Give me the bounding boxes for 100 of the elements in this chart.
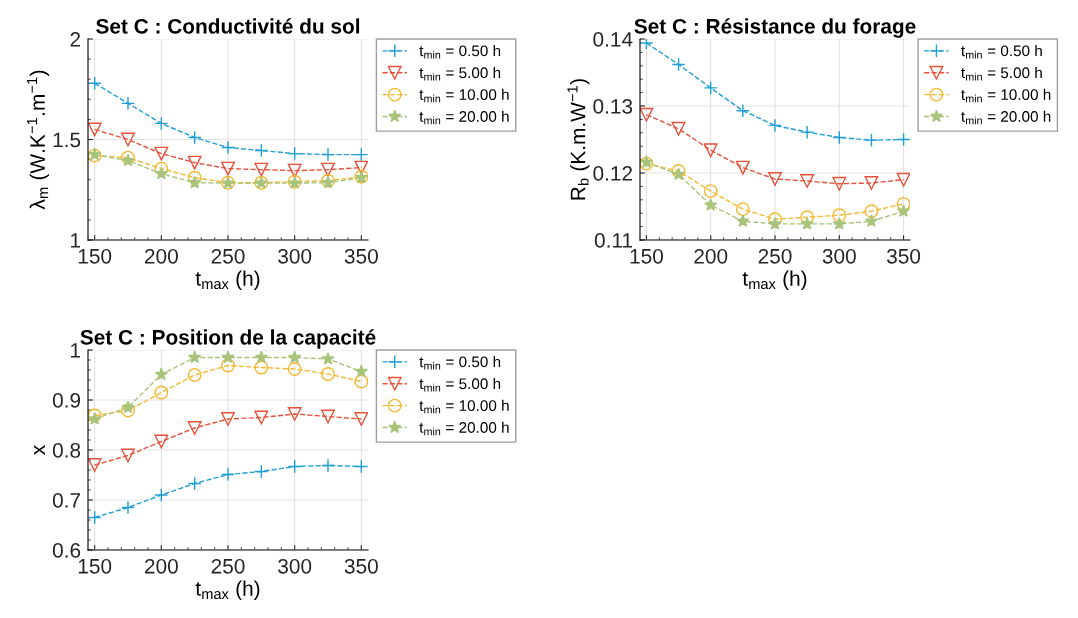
point (354, 147, 368, 162)
point (735, 160, 750, 175)
y-axis-title: λ$_{m}$ (W.K$^{−1}$.m$^{−1}$) (27, 70, 50, 210)
point (154, 488, 169, 502)
point (254, 464, 269, 479)
y-tick-label: 0.9 (52, 393, 81, 408)
legend-label: t$_{min}$ = 0.50 h (961, 45, 1042, 59)
point (221, 467, 235, 482)
x-tick-label: 200 (145, 248, 178, 264)
chart-title: Set C : Conductivité du sol (96, 18, 360, 34)
x-tick-label: 300 (278, 558, 312, 574)
legend-label: t$_{min}$ = 20.00 h (961, 110, 1051, 125)
point (703, 80, 718, 95)
point (154, 367, 168, 381)
point (640, 107, 654, 122)
legend-label: t$_{min}$ = 10.00 h (419, 88, 509, 103)
point (735, 202, 750, 217)
point (768, 216, 782, 230)
point (187, 170, 202, 185)
y-tick-label: 1 (71, 233, 81, 248)
legend-label: t$_{min}$ = 20.00 h (419, 421, 509, 436)
y-tick-label: 0.7 (52, 493, 81, 508)
x-tick-label: 250 (758, 248, 792, 264)
point (321, 367, 335, 381)
point (321, 352, 335, 365)
legend-label: t$_{min}$ = 20.00 h (419, 110, 509, 125)
x-tick-label: 150 (78, 558, 112, 574)
point (768, 172, 782, 186)
point (187, 476, 202, 491)
x-tick-label: 150 (78, 248, 112, 264)
point (254, 360, 269, 375)
point (88, 458, 102, 472)
point (254, 162, 269, 177)
point (640, 39, 654, 50)
point (287, 362, 302, 376)
y-tick-label: 1 (71, 343, 81, 358)
y-tick-label: 2 (70, 32, 81, 47)
point (864, 214, 879, 227)
point (704, 198, 718, 211)
point (187, 155, 202, 170)
point (354, 459, 368, 474)
legend-label: t$_{min}$ = 5.00 h (419, 377, 501, 392)
legend-label: t$_{min}$ = 10.00 h (419, 399, 509, 414)
point (254, 410, 269, 425)
point (864, 204, 879, 219)
chart-title: Set C : Résistance du forage (634, 18, 916, 38)
point (896, 172, 910, 187)
point (321, 162, 335, 177)
point (88, 412, 102, 425)
y-tick-label: 0.12 (593, 166, 633, 181)
point (88, 122, 102, 137)
point (896, 132, 910, 147)
point (121, 403, 135, 418)
point (121, 96, 135, 111)
x-tick-label: 250 (211, 558, 245, 574)
x-axis-title: t$_{max}$ (h) (195, 580, 260, 600)
y-tick-label: 1.5 (53, 132, 81, 148)
x-tick-label: 350 (886, 248, 921, 264)
point (768, 118, 782, 133)
point (703, 184, 718, 199)
point (154, 385, 169, 400)
point (671, 121, 686, 136)
point (154, 146, 169, 161)
point (188, 350, 202, 364)
x-tick-label: 200 (145, 558, 178, 574)
point (154, 116, 169, 131)
point (121, 132, 135, 147)
point (896, 196, 910, 211)
point (287, 459, 302, 474)
point (832, 208, 847, 223)
point (154, 166, 168, 180)
point (88, 76, 102, 91)
x-axis-title: t$_{max}$ (h) (195, 270, 260, 290)
point (832, 216, 846, 230)
point (321, 409, 335, 424)
legend-label: t$_{min}$ = 0.50 h (419, 45, 501, 59)
x-tick-label: 350 (344, 248, 378, 264)
point (221, 140, 235, 155)
legend-label: t$_{min}$ = 10.00 h (961, 88, 1051, 103)
point (800, 125, 815, 140)
point (800, 174, 815, 188)
point (121, 500, 135, 515)
point (221, 358, 235, 373)
x-tick-label: 300 (278, 248, 312, 264)
point (736, 214, 750, 227)
chart-title: Set C : Position de la capacité (80, 329, 376, 349)
point (703, 143, 718, 158)
legend-label: t$_{min}$ = 5.00 h (419, 66, 501, 81)
point (121, 400, 135, 414)
x-tick-label: 350 (344, 558, 378, 574)
point (288, 350, 302, 364)
y-tick-label: 0.14 (593, 32, 633, 47)
point (221, 161, 235, 176)
point (321, 147, 335, 162)
point (188, 175, 202, 189)
point (671, 57, 686, 72)
point (221, 412, 235, 426)
y-tick-label: 0.8 (52, 443, 81, 458)
point (287, 146, 302, 161)
point (254, 143, 269, 158)
